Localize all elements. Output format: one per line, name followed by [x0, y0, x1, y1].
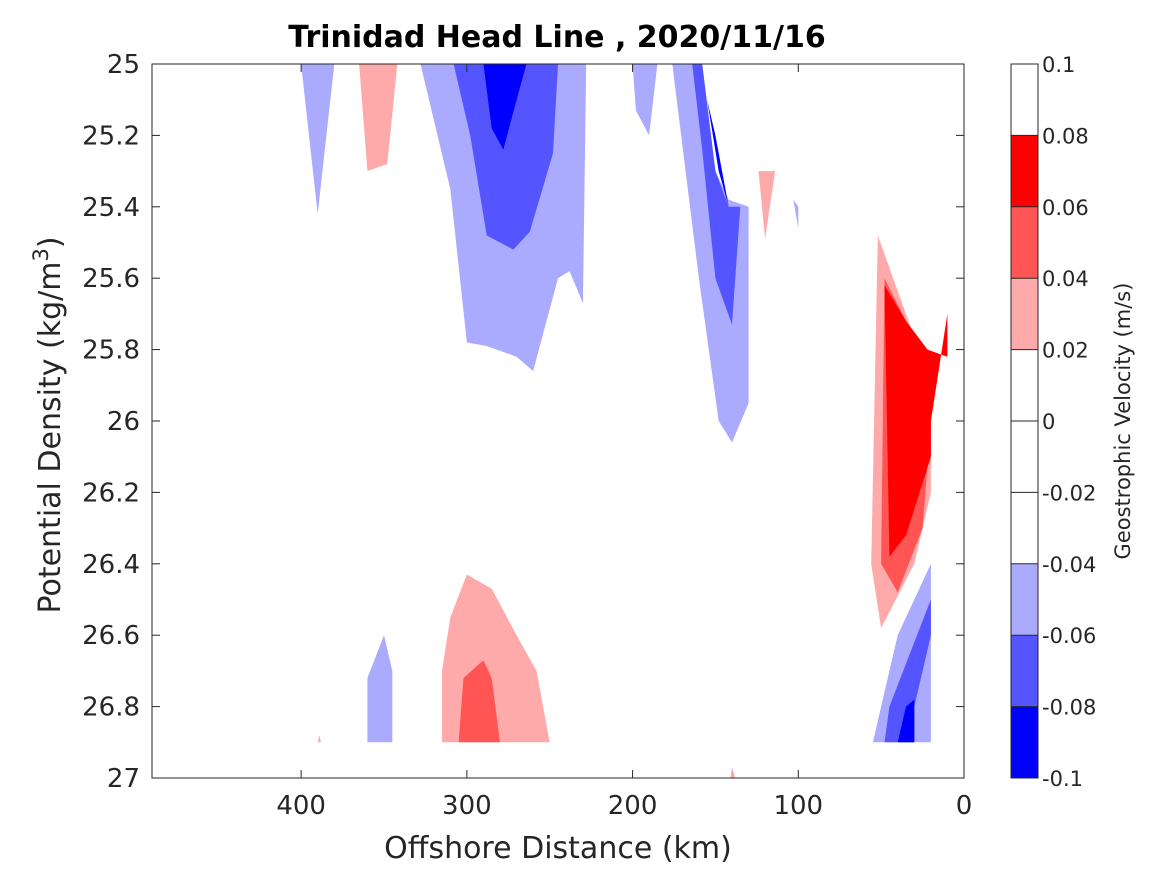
y-tick-label-25: 25 — [107, 50, 140, 80]
contour-region-pos-0.04-9 — [758, 171, 776, 239]
colorbar-ticks: 0.1 0.08 0.06 0.04 0.02 0 -0.02 -0.04 -0.06 -0.08… — [1042, 53, 1096, 791]
y-tick-label-25.8: 25.8 — [82, 336, 140, 366]
contour-region-pos-0.08-13 — [884, 285, 948, 557]
contour-region-neg-0.04-3 — [453, 64, 558, 250]
colorbar-band-5 — [1011, 278, 1038, 350]
colorbar-tick-label-2: 0.06 — [1042, 196, 1089, 220]
colorbar-label: Geostrophic Velocity (m/s) — [1111, 283, 1135, 560]
y-tick-label-25.2: 25.2 — [82, 121, 140, 151]
y-axis-label: Potential Density (kg/m3) — [29, 236, 68, 613]
contour-region-pos-0.04-1 — [359, 64, 398, 172]
x-tick-label-0: 0 — [956, 791, 973, 821]
x-tick-label-200: 200 — [608, 791, 658, 821]
contour-region-neg-0.06-8 — [707, 99, 729, 207]
contour-region-neg-0.02-17 — [367, 635, 393, 743]
colorbar-tick-label-4: 0.02 — [1042, 339, 1089, 363]
y-tick-label-26.4: 26.4 — [82, 550, 140, 580]
y-tick-label-25.6: 25.6 — [82, 264, 140, 294]
x-tick-label-300: 300 — [442, 791, 492, 821]
contour-region-neg-0.02-10 — [793, 199, 799, 229]
y-tick-label-26.8: 26.8 — [82, 693, 140, 723]
y-tick-label-25.4: 25.4 — [82, 193, 140, 223]
colorbar-tick-label-9: -0.08 — [1042, 696, 1096, 720]
y-axis-label-main: Potential Density (kg/m — [33, 262, 68, 614]
colorbar-tick-label-8: -0.06 — [1042, 624, 1096, 648]
x-axis-label: Offshore Distance (km) — [384, 831, 732, 866]
x-axis-ticks: 400 300 200 100 0 — [276, 64, 972, 821]
x-tick-label-100: 100 — [773, 791, 823, 821]
colorbar-tick-label-6: -0.02 — [1042, 481, 1096, 505]
chart-title: Trinidad Head Line , 2020/11/16 — [288, 20, 825, 55]
contour-region-pos-0.04-20 — [317, 735, 321, 743]
y-tick-label-26.2: 26.2 — [82, 478, 140, 508]
y-axis-label-close: ) — [33, 236, 68, 248]
colorbar-frame — [1010, 63, 1039, 779]
contour-region-neg-0.02-0 — [301, 64, 335, 214]
y-tick-label-26.6: 26.6 — [82, 621, 140, 651]
contour-region-pos-0.06-19 — [458, 660, 500, 743]
y-tick-label-27: 27 — [107, 764, 140, 794]
contour-region-pos-0.04-21 — [730, 767, 736, 778]
y-axis-label-sup: 3 — [29, 248, 53, 261]
colorbar-tick-label-10: -0.1 — [1042, 767, 1083, 791]
colorbar-band-0 — [1011, 706, 1038, 778]
colorbar-tick-label-1: 0.08 — [1042, 124, 1089, 148]
contour-regions — [301, 64, 948, 778]
colorbar-tick-label-7: -0.04 — [1042, 553, 1096, 577]
contour-region-neg-0.06-4 — [483, 64, 527, 150]
x-tick-label-400: 400 — [276, 791, 326, 821]
colorbar-band-6 — [1011, 206, 1038, 279]
contour-region-neg-0.06-16 — [897, 699, 915, 743]
colorbar-tick-label-0: 0.1 — [1042, 53, 1075, 77]
colorbar-band-7 — [1011, 135, 1038, 207]
y-tick-label-26: 26 — [107, 407, 140, 437]
contour-region-neg-0.02-5 — [632, 64, 658, 136]
colorbar-band-2 — [1011, 563, 1038, 636]
contour-region-neg-0.04-7 — [692, 64, 741, 325]
colorbar-band-1 — [1011, 635, 1038, 707]
contour-region-neg-0.02-6 — [672, 64, 749, 443]
colorbar — [1011, 63, 1038, 779]
y-axis-ticks: 25 25.2 25.4 25.6 25.8 26 26.2 26.4 26.6 26.8 27 — [82, 50, 964, 794]
colorbar-tick-label-3: 0.04 — [1042, 267, 1089, 291]
contour-region-neg-0.04-15 — [884, 599, 931, 743]
colorbar-tick-label-5: 0 — [1042, 410, 1055, 434]
contour-region-neg-0.02-14 — [872, 563, 931, 743]
